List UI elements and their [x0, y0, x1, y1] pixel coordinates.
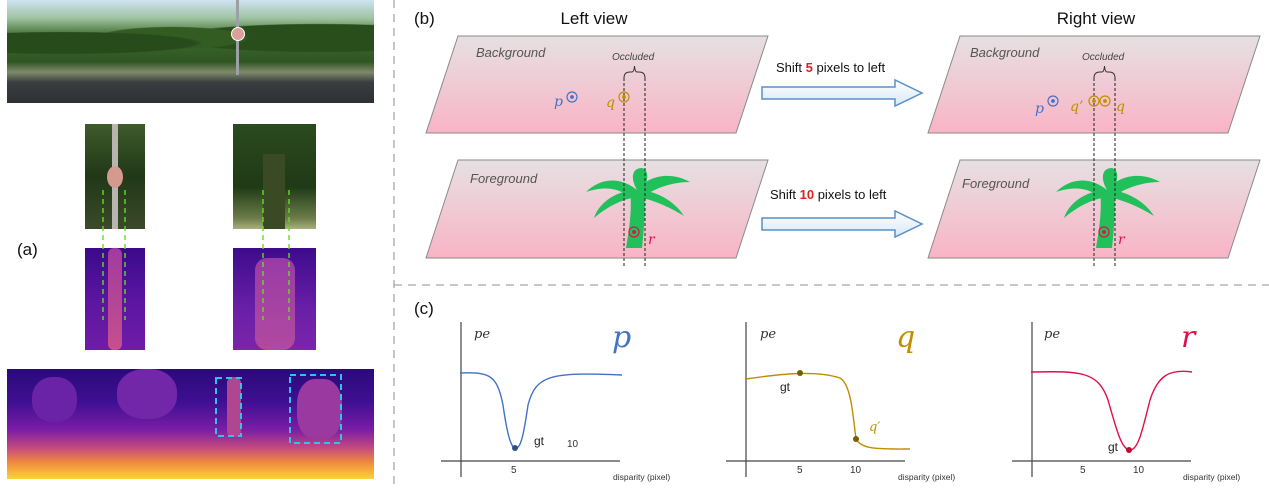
point-r-left-marker	[628, 226, 640, 238]
shift-arrow-foreground	[761, 209, 924, 239]
point-q-right-marker	[1099, 95, 1111, 107]
shift-background-label: Shift 5 pixels to left	[776, 60, 886, 75]
street-photo	[7, 0, 374, 103]
plot-r-tick-5: 5	[1080, 465, 1086, 476]
crop-pole-depth	[85, 248, 145, 350]
point-qprime-right-marker	[1088, 95, 1100, 107]
plot-r-xlabel: disparity (pixel)	[1183, 472, 1241, 482]
bg-label-left: Background	[476, 45, 546, 60]
point-q-left-marker	[618, 91, 630, 103]
point-q-right-label: q	[1116, 99, 1125, 115]
plot-q-gt-point	[797, 370, 803, 376]
crop-pole-rgb	[85, 124, 145, 229]
panel-c-label: (c)	[414, 299, 434, 318]
point-p-right-label: p	[1035, 101, 1044, 117]
panel-a: (a)	[0, 0, 385, 488]
plot-r-curve	[1030, 370, 1193, 451]
shift-foreground-label: Shift 10 pixels to left	[770, 187, 887, 202]
plot-q-xlabel: disparity (pixel)	[898, 472, 956, 482]
plot-q-qprime-label: q′	[869, 420, 881, 435]
plot-p-gt-label: gt	[534, 434, 545, 448]
plot-q-tick-5: 5	[797, 465, 803, 476]
crop-tree-rgb	[233, 124, 316, 229]
point-qprime-right-label: q’	[1070, 99, 1084, 115]
occluded-label-left: Occluded	[612, 52, 655, 63]
occlusion-lines	[623, 78, 1116, 268]
depth-map	[7, 369, 374, 479]
fg-label-right: Foreground	[962, 176, 1030, 191]
background-plane-left	[425, 35, 769, 134]
plot-q-qprime-point	[853, 436, 859, 442]
shift-arrow-background	[761, 78, 924, 108]
plot-p-axes	[441, 322, 620, 477]
plot-q-ylabel: pe	[760, 327, 777, 342]
plot-p-variable: p	[612, 320, 632, 355]
green-guide-lines	[102, 190, 290, 320]
plot-p-xlabel: disparity (pixel)	[613, 472, 671, 482]
panel-separators	[393, 0, 1269, 488]
plot-q-axes	[726, 322, 905, 477]
panel-a-label: (a)	[17, 240, 38, 259]
plot-q-tick-10: 10	[850, 465, 862, 476]
plot-p-ylabel: pe	[474, 327, 491, 342]
plot-q-gt-label: gt	[780, 380, 791, 394]
point-p-left-label: p	[554, 94, 563, 110]
plot-p-tick-5: 5	[511, 465, 517, 476]
point-r-right-label: r	[1118, 232, 1125, 248]
plot-q-variable: q	[896, 320, 916, 355]
fg-label-left: Foreground	[470, 171, 538, 186]
point-q-left-label: q	[606, 95, 615, 111]
point-p-right-marker	[1047, 95, 1059, 107]
panel-b-label: (b)	[414, 9, 435, 28]
plot-p-gt-point	[512, 445, 518, 451]
point-r-right-marker	[1098, 226, 1110, 238]
plot-r-variable: r	[1181, 320, 1196, 355]
plot-q-curve	[745, 372, 911, 450]
right-view-title: Right view	[1056, 9, 1136, 28]
plot-p-tick-10: 10	[567, 439, 579, 450]
plot-r-ylabel: pe	[1044, 327, 1061, 342]
plot-r-axes	[1012, 322, 1191, 477]
occluded-braces	[623, 65, 1116, 79]
depth-highlight-boxes	[215, 374, 342, 444]
plot-r-tick-10: 10	[1133, 465, 1145, 476]
occluded-label-right: Occluded	[1082, 52, 1125, 63]
point-r-left-label: r	[648, 232, 655, 248]
palm-tree-left	[586, 168, 690, 248]
plot-r-gt-point	[1126, 447, 1132, 453]
foreground-plane-left	[425, 159, 769, 259]
left-view-title: Left view	[560, 9, 628, 28]
bg-label-right: Background	[970, 45, 1040, 60]
point-p-left-marker	[566, 91, 578, 103]
plot-r-gt-label: gt	[1108, 440, 1119, 454]
